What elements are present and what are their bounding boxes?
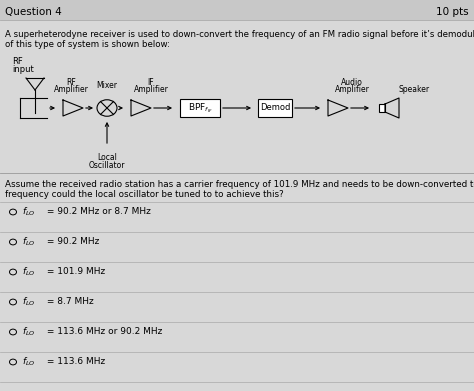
Text: Amplifier: Amplifier <box>54 85 89 94</box>
Text: Amplifier: Amplifier <box>134 85 168 94</box>
Text: RF: RF <box>66 78 76 87</box>
FancyBboxPatch shape <box>0 0 474 20</box>
Text: $f_{LO}$: $f_{LO}$ <box>22 236 36 248</box>
Text: Question 4: Question 4 <box>5 7 62 17</box>
Text: $f_{LO}$: $f_{LO}$ <box>22 356 36 368</box>
Text: Amplifier: Amplifier <box>335 85 369 94</box>
Text: Speaker: Speaker <box>399 85 429 94</box>
Text: $f_{LO}$: $f_{LO}$ <box>22 296 36 308</box>
Text: $f_{LO}$: $f_{LO}$ <box>22 206 36 218</box>
Text: = 101.9 MHz: = 101.9 MHz <box>44 267 105 276</box>
Text: 10 pts: 10 pts <box>437 7 469 17</box>
FancyBboxPatch shape <box>180 99 220 117</box>
Text: = 113.6 MHz: = 113.6 MHz <box>44 357 105 366</box>
Text: frequency could the local oscillator be tuned to to achieve this?: frequency could the local oscillator be … <box>5 190 284 199</box>
FancyBboxPatch shape <box>258 99 292 117</box>
Text: Local: Local <box>97 152 117 161</box>
Text: IF: IF <box>148 78 155 87</box>
FancyBboxPatch shape <box>379 104 385 112</box>
Text: $f_{LO}$: $f_{LO}$ <box>22 266 36 278</box>
Text: Demod: Demod <box>260 104 290 113</box>
Text: Assume the received radio station has a carrier frequency of 101.9 MHz and needs: Assume the received radio station has a … <box>5 180 474 189</box>
Text: $f_{LO}$: $f_{LO}$ <box>22 326 36 338</box>
Text: Audio: Audio <box>341 78 363 87</box>
Text: BPF$_{f_{IF}}$: BPF$_{f_{IF}}$ <box>188 101 212 115</box>
Text: input: input <box>12 65 34 74</box>
Text: = 113.6 MHz or 90.2 MHz: = 113.6 MHz or 90.2 MHz <box>44 328 163 337</box>
Text: RF: RF <box>12 57 23 66</box>
Text: = 90.2 MHz or 8.7 MHz: = 90.2 MHz or 8.7 MHz <box>44 208 151 217</box>
Text: = 90.2 MHz: = 90.2 MHz <box>44 237 100 246</box>
Text: Oscillator: Oscillator <box>89 160 125 170</box>
Text: of this type of system is shown below:: of this type of system is shown below: <box>5 40 170 49</box>
Text: Mixer: Mixer <box>97 81 118 90</box>
Text: = 8.7 MHz: = 8.7 MHz <box>44 298 94 307</box>
Text: A superheterodyne receiver is used to down-convert the frequency of an FM radio : A superheterodyne receiver is used to do… <box>5 30 474 39</box>
